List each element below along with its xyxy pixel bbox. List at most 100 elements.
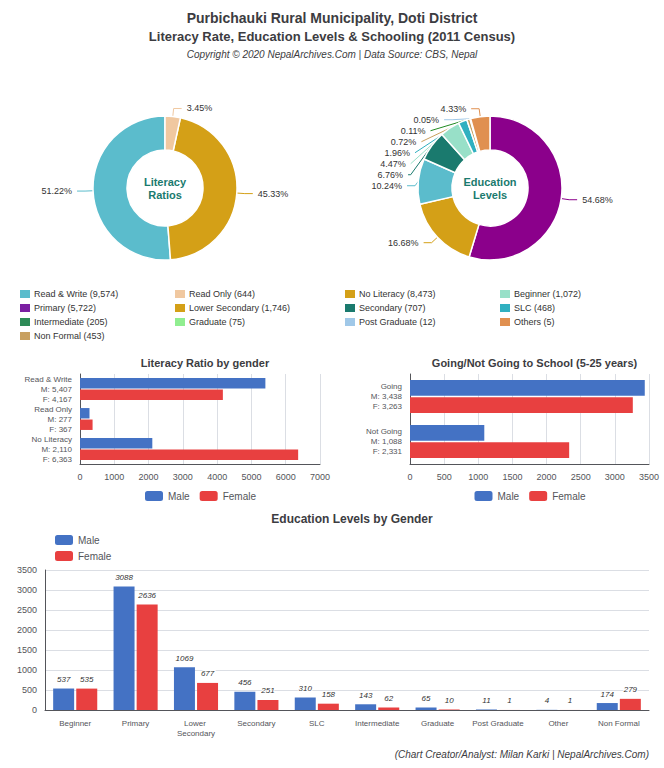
- svg-text:0: 0: [77, 472, 82, 482]
- svg-text:500: 500: [22, 685, 37, 695]
- svg-text:2500: 2500: [17, 605, 37, 615]
- svg-text:SLC: SLC: [309, 719, 325, 728]
- svg-text:3500: 3500: [17, 565, 37, 575]
- svg-text:10: 10: [445, 696, 454, 705]
- svg-text:F: 2,331: F: 2,331: [373, 447, 403, 456]
- svg-text:535: 535: [80, 675, 94, 684]
- svg-text:10.24%: 10.24%: [372, 181, 403, 191]
- svg-text:0.72%: 0.72%: [391, 137, 417, 147]
- svg-text:Lower: Lower: [184, 719, 208, 728]
- svg-text:5000: 5000: [241, 472, 261, 482]
- svg-text:1500: 1500: [502, 472, 522, 482]
- svg-text:Secondary (707): Secondary (707): [359, 303, 426, 313]
- svg-text:M: 3,438: M: 3,438: [371, 392, 403, 401]
- svg-text:3088: 3088: [115, 573, 133, 582]
- svg-text:677: 677: [201, 669, 215, 678]
- svg-text:Male: Male: [168, 491, 190, 502]
- svg-text:Secondary: Secondary: [177, 729, 215, 738]
- svg-text:6000: 6000: [276, 472, 296, 482]
- svg-text:Non Formal: Non Formal: [598, 719, 640, 728]
- svg-text:Copyright © 2020 NepalArchives: Copyright © 2020 NepalArchives.Com | Dat…: [187, 49, 478, 60]
- svg-text:Intermediate: Intermediate: [355, 719, 400, 728]
- svg-text:Post Graduate: Post Graduate: [472, 719, 524, 728]
- svg-text:F: 367: F: 367: [49, 425, 72, 434]
- svg-text:Intermediate (205): Intermediate (205): [34, 317, 108, 327]
- svg-text:No Literacy: No Literacy: [32, 435, 72, 444]
- svg-text:Non Formal (453): Non Formal (453): [34, 331, 105, 341]
- svg-text:3000: 3000: [173, 472, 193, 482]
- svg-text:4000: 4000: [207, 472, 227, 482]
- svg-text:1.96%: 1.96%: [384, 148, 410, 158]
- svg-text:500: 500: [437, 472, 452, 482]
- svg-text:Graduate: Graduate: [421, 719, 455, 728]
- svg-text:158: 158: [322, 690, 336, 699]
- svg-text:Education Levels by Gender: Education Levels by Gender: [271, 512, 433, 526]
- svg-text:2000: 2000: [537, 472, 557, 482]
- svg-text:Beginner: Beginner: [59, 719, 91, 728]
- svg-text:1069: 1069: [176, 654, 194, 663]
- svg-text:Female: Female: [552, 491, 586, 502]
- svg-text:16.68%: 16.68%: [388, 238, 419, 248]
- svg-text:Read Only: Read Only: [34, 405, 72, 414]
- svg-text:(Chart Creator/Analyst: Milan: (Chart Creator/Analyst: Milan Karki | Ne…: [395, 749, 649, 760]
- svg-text:Other: Other: [548, 719, 568, 728]
- svg-text:Going/Not Going to School (5-2: Going/Not Going to School (5-25 years): [432, 357, 638, 369]
- svg-text:4: 4: [545, 696, 550, 705]
- svg-text:No Literacy (8,473): No Literacy (8,473): [359, 289, 436, 299]
- svg-text:Female: Female: [223, 491, 257, 502]
- svg-text:F: 6,363: F: 6,363: [43, 455, 73, 464]
- svg-text:0.11%: 0.11%: [401, 126, 426, 136]
- svg-text:Literacy Rate, Education Level: Literacy Rate, Education Levels & School…: [149, 29, 515, 44]
- svg-text:1500: 1500: [17, 645, 37, 655]
- svg-text:174: 174: [601, 690, 615, 699]
- svg-text:6.76%: 6.76%: [378, 170, 404, 180]
- svg-text:1000: 1000: [104, 472, 124, 482]
- svg-text:M: 277: M: 277: [48, 415, 73, 424]
- svg-text:4.47%: 4.47%: [380, 159, 406, 169]
- svg-text:F: 3,263: F: 3,263: [373, 402, 403, 411]
- svg-text:2000: 2000: [139, 472, 159, 482]
- svg-text:Going: Going: [381, 382, 402, 391]
- svg-text:51.22%: 51.22%: [42, 186, 73, 196]
- svg-text:Male: Male: [498, 491, 520, 502]
- svg-text:Read & Write (9,574): Read & Write (9,574): [34, 289, 118, 299]
- svg-text:310: 310: [299, 684, 313, 693]
- svg-text:Education: Education: [463, 176, 516, 188]
- svg-text:3500: 3500: [639, 472, 659, 482]
- svg-text:Literacy: Literacy: [144, 176, 187, 188]
- svg-text:Not Going: Not Going: [366, 427, 402, 436]
- svg-text:1: 1: [568, 696, 572, 705]
- svg-text:1000: 1000: [17, 665, 37, 675]
- svg-text:54.68%: 54.68%: [582, 195, 613, 205]
- svg-text:Read & Write: Read & Write: [25, 375, 73, 384]
- svg-text:0.05%: 0.05%: [414, 115, 440, 125]
- svg-text:2000: 2000: [17, 625, 37, 635]
- svg-text:3000: 3000: [605, 472, 625, 482]
- svg-text:Levels: Levels: [473, 189, 507, 201]
- svg-text:Purbichauki Rural Municipality: Purbichauki Rural Municipality, Doti Dis…: [187, 10, 478, 26]
- svg-text:143: 143: [359, 691, 373, 700]
- svg-text:Beginner (1,072): Beginner (1,072): [514, 289, 581, 299]
- svg-text:3.45%: 3.45%: [187, 103, 213, 113]
- svg-text:M: 1,088: M: 1,088: [371, 437, 403, 446]
- svg-text:0: 0: [32, 705, 37, 715]
- svg-text:11: 11: [482, 696, 490, 705]
- svg-text:3000: 3000: [17, 585, 37, 595]
- svg-text:4.33%: 4.33%: [441, 104, 467, 114]
- svg-text:Secondary: Secondary: [237, 719, 275, 728]
- svg-text:M: 5,407: M: 5,407: [41, 385, 73, 394]
- svg-text:251: 251: [260, 686, 274, 695]
- svg-text:45.33%: 45.33%: [258, 189, 289, 199]
- svg-text:2500: 2500: [571, 472, 591, 482]
- svg-text:Male: Male: [78, 535, 100, 546]
- svg-text:F: 4,167: F: 4,167: [43, 395, 73, 404]
- svg-text:Read Only (644): Read Only (644): [189, 289, 255, 299]
- svg-text:Others (5): Others (5): [514, 317, 555, 327]
- svg-text:M: 2,110: M: 2,110: [41, 445, 72, 454]
- svg-text:Post Graduate (12): Post Graduate (12): [359, 317, 436, 327]
- svg-text:279: 279: [623, 685, 638, 694]
- svg-text:Female: Female: [78, 551, 112, 562]
- svg-text:2636: 2636: [137, 591, 156, 600]
- svg-text:Primary: Primary: [122, 719, 150, 728]
- svg-text:65: 65: [422, 694, 431, 703]
